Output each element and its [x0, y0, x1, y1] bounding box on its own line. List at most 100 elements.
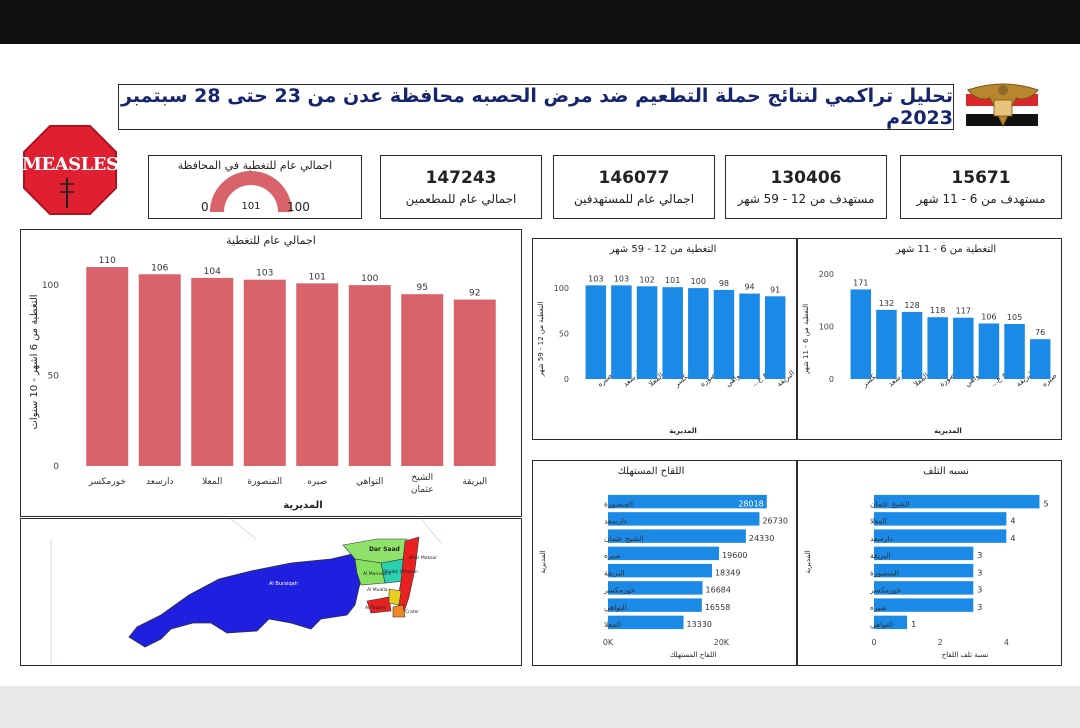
data-label: 100 [361, 274, 378, 284]
bar [608, 598, 702, 612]
gauge-max: 100 [287, 200, 310, 214]
data-label: 18349 [715, 568, 740, 577]
kpi-value: 147243 [425, 168, 497, 188]
data-label: 103 [588, 274, 603, 283]
map-label-crater: Crater [405, 609, 419, 615]
x-axis-label: اللقاح المستهلك [670, 651, 717, 659]
x-tick-label: عثمان [411, 485, 434, 495]
data-label: 110 [99, 256, 116, 266]
wastage-rate-panel: نسبه التلف 5 الشيخ عثمان 4 المعلا 4 دارسعد 3 الب… [797, 460, 1062, 666]
y-tick-label: صيره [870, 603, 887, 612]
data-label: 101 [309, 272, 326, 282]
bar [138, 274, 181, 466]
stop-sign-icon [23, 125, 117, 215]
y-tick-label: التواهي [870, 620, 893, 629]
map-label-al-tawahi: Al Tawahi [365, 605, 386, 611]
bar [296, 283, 339, 466]
bar [401, 294, 444, 466]
map-label-al-buraiqah: Al Buraiqah [269, 581, 298, 587]
bar [608, 494, 767, 509]
x-axis-label: نسبة تلف اللقاح [942, 651, 989, 659]
data-label: 132 [879, 299, 894, 308]
bar [874, 598, 974, 612]
bar [901, 311, 923, 379]
bar [978, 323, 1000, 379]
y-axis-label: المديرية [539, 550, 547, 573]
bar [688, 288, 709, 379]
x-tick-label: 2 [938, 638, 943, 647]
gauge-value: 101 [241, 201, 261, 212]
data-label: 3 [977, 586, 982, 595]
bar [874, 546, 974, 561]
map-label-al-mansoora: Al Mansoora [363, 571, 391, 577]
y-tick-label: البريقة [870, 551, 891, 560]
bar [636, 286, 658, 379]
data-label: 100 [691, 277, 706, 286]
map-label-shaikh-othman: Shaikh Othman [383, 569, 418, 575]
x-tick-label: الشيخ [411, 473, 433, 483]
data-label: 104 [204, 267, 221, 277]
chart-title: اجمالي عام للتغطية [226, 234, 316, 247]
data-label: 3 [977, 568, 982, 577]
overall-coverage-panel: اجمالي عام للتغطية 0 50 100 110 خورمكسر 106 دار… [20, 229, 522, 517]
data-label: 128 [904, 301, 919, 310]
y-tick-label: المعلا [870, 517, 887, 526]
bar [608, 563, 712, 578]
bar [243, 279, 286, 466]
data-label: 106 [981, 312, 996, 321]
data-label: 3 [977, 551, 982, 560]
bar [348, 285, 391, 466]
data-label: 95 [417, 283, 428, 293]
y-tick-label: 50 [48, 372, 60, 382]
map-label-dar-saad: Dar Saad [369, 546, 400, 553]
bar [453, 299, 496, 466]
data-label: 117 [956, 307, 971, 316]
data-label: 1 [911, 620, 916, 629]
gauge-chart [210, 171, 292, 213]
data-label: 19600 [722, 551, 747, 560]
data-label: 13330 [687, 620, 712, 629]
y-tick-label: البريقة [604, 568, 625, 577]
bar [874, 529, 1007, 543]
y-axis-label: المديرية [804, 550, 812, 573]
chart-title: التغطية من 12 - 59 شهر [609, 244, 717, 255]
bar [608, 546, 720, 561]
bar [764, 296, 786, 379]
report-title: تحليل تراكمي لنتائج حملة التطعيم ضد مرض … [118, 84, 954, 130]
bar [608, 529, 746, 543]
coverage-12-59-panel: التغطية من 12 - 59 شهر 0 50 100 103 صيره 103 دا… [532, 238, 797, 440]
x-axis-label: المديرية [934, 427, 962, 435]
y-tick-label: الشيخ عثمان [870, 499, 909, 508]
data-label: 28018 [738, 499, 763, 508]
x-tick-label: المنصورة [247, 477, 282, 487]
y-tick-label: خورمكسر [869, 586, 901, 595]
bar [608, 615, 684, 630]
bar [739, 293, 760, 379]
bar [927, 317, 948, 379]
data-label: 26730 [762, 517, 787, 526]
y-tick-label: 50 [559, 330, 569, 339]
bar [874, 494, 1040, 509]
y-tick-label: خورمكسر [603, 586, 635, 595]
y-tick-label: 0 [829, 375, 834, 384]
gauge-title: اجمالي عام للتغطية في المحافظة [177, 159, 333, 172]
bar [608, 512, 760, 526]
x-axis-label: المديرية [283, 500, 322, 511]
data-label: 106 [151, 263, 168, 273]
x-tick-label: المعلا [202, 477, 222, 487]
y-tick-label: الشيخ عثمان [604, 534, 643, 543]
gauge-card: اجمالي عام للتغطية في المحافظة 0 101 100 [148, 155, 362, 219]
data-label: 3 [977, 603, 982, 612]
bar [608, 581, 703, 595]
bar [585, 285, 607, 379]
y-tick-label: المنصورة [604, 499, 633, 508]
map-label-khor-maksar: Khor Maksar [409, 555, 437, 561]
bar [713, 289, 735, 379]
y-tick-label: التواهي [604, 603, 627, 612]
bar [953, 317, 974, 379]
x-tick-label: 20K [714, 638, 730, 647]
kpi-label: مستهدف من 6 - 11 شهر [916, 192, 1046, 206]
x-tick-label: دارسعد [146, 477, 173, 487]
data-label: 4 [1010, 517, 1015, 526]
x-tick-label: خورمكسر [88, 477, 126, 487]
